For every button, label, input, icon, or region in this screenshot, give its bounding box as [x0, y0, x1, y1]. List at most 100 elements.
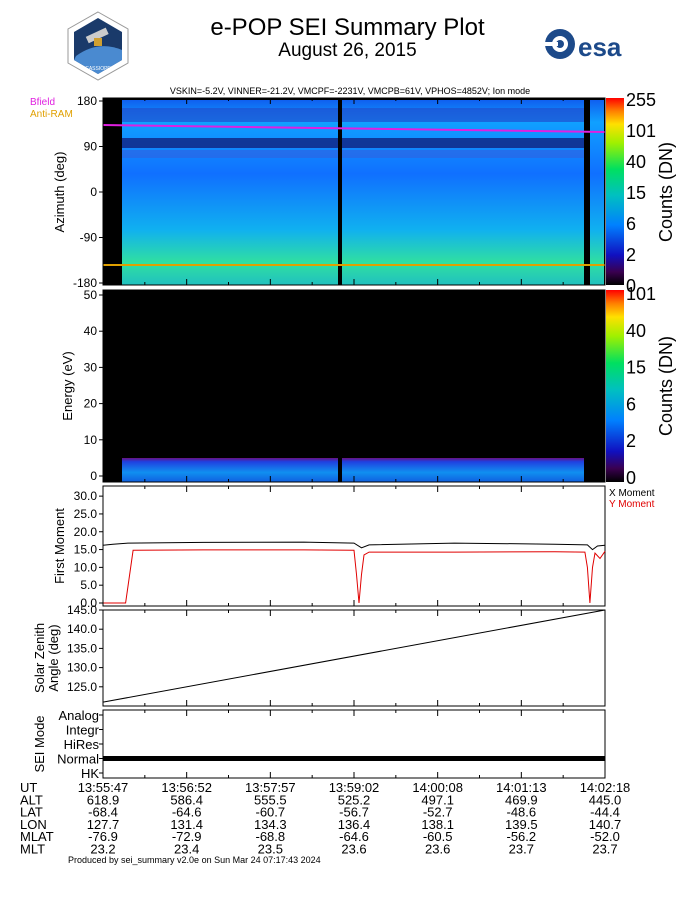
- ephemeris-value: 14:02:18: [580, 780, 631, 795]
- azimuth-colorbar: [606, 98, 624, 285]
- azimuth-axis-label: Azimuth (deg): [52, 152, 67, 233]
- ephemeris-value: 14:01:13: [496, 780, 547, 795]
- solar-zenith-tick-label: 125.0: [67, 680, 97, 694]
- energy-colorbar-tick: 101: [626, 284, 656, 304]
- azimuth-colorbar-tick: 101: [626, 121, 656, 141]
- ephemeris-value: 23.7: [509, 842, 534, 857]
- sei-mode-tick-label: HiRes: [64, 737, 100, 752]
- svg-text:CASSIOPE: CASSIOPE: [85, 66, 111, 72]
- first-moment-tick-label: 5.0: [80, 578, 97, 592]
- ephemeris-value: 140.7: [589, 817, 622, 832]
- energy-tick-label: 10: [84, 433, 98, 447]
- ephemeris-value: -68.4: [88, 805, 118, 820]
- ephemeris-value: 497.1: [421, 792, 454, 807]
- ephemeris-value: -56.7: [339, 805, 369, 820]
- ephemeris-value: -72.9: [172, 829, 202, 844]
- ephemeris-value: 23.2: [90, 842, 115, 857]
- azimuth-colorbar-tick: 15: [626, 183, 646, 203]
- energy-tick-label: 40: [84, 324, 98, 338]
- ephemeris-value: 586.4: [170, 792, 203, 807]
- energy-colorbar-tick: 40: [626, 321, 646, 341]
- ephemeris-value: 445.0: [589, 792, 622, 807]
- ephemeris-value: 13:56:52: [161, 780, 212, 795]
- ephemeris-value: -44.4: [590, 805, 620, 820]
- ephemeris-label: ALT: [20, 792, 43, 807]
- ephemeris-label: LON: [20, 817, 47, 832]
- footer-credit: Produced by sei_summary v2.0e on Sun Mar…: [68, 855, 321, 865]
- energy-tick-label: 0: [90, 469, 97, 483]
- first-moment-tick-label: 20.0: [74, 525, 98, 539]
- ephemeris-value: 555.5: [254, 792, 287, 807]
- ephemeris-value: 131.4: [170, 817, 203, 832]
- ephemeris-value: 469.9: [505, 792, 538, 807]
- sei-mode-tick-label: HK: [81, 766, 99, 781]
- energy-heatmap: [122, 458, 584, 482]
- ephemeris-value: -52.0: [590, 829, 620, 844]
- first-moment-tick-label: 0.0: [80, 596, 97, 610]
- ephemeris-label: MLAT: [20, 829, 54, 844]
- azimuth-colorbar-tick: 6: [626, 214, 636, 234]
- solar-zenith-tick-label: 130.0: [67, 661, 97, 675]
- azimuth-tick-label: -180: [73, 276, 97, 290]
- ephemeris-value: 13:55:47: [78, 780, 129, 795]
- bfield-line: [102, 124, 606, 133]
- azimuth-tick-label: 180: [77, 94, 97, 108]
- sei-mode-axis-label: SEI Mode: [32, 715, 47, 772]
- solar-zenith-axis-label: Angle (deg): [46, 624, 61, 691]
- ephemeris-value: -64.6: [172, 805, 202, 820]
- ephemeris-value: -76.9: [88, 829, 118, 844]
- azimuth-tick-label: 90: [84, 140, 98, 154]
- solar-zenith-axis-label: Solar Zenith: [32, 623, 47, 693]
- first-moment-axis-label: First Moment: [52, 508, 67, 584]
- sei-mode-tick-label: Integr: [66, 723, 100, 738]
- azimuth-tick-label: -90: [80, 231, 98, 245]
- ephemeris-value: 127.7: [87, 817, 120, 832]
- page-title: e-POP SEI Summary Plot: [210, 14, 485, 41]
- sei-mode-tick-label: Analog: [59, 708, 99, 723]
- legend-bfield: Bfield: [30, 97, 56, 108]
- x-moment-line: [102, 541, 606, 551]
- instrument-params: VSKIN=-5.2V, VINNER=-21.2V, VMCPF=-2231V…: [169, 86, 531, 96]
- azimuth-colorbar-tick: 2: [626, 245, 636, 265]
- sei-mode-tick-label: Normal: [57, 752, 99, 767]
- page-date: August 26, 2015: [278, 40, 417, 61]
- azimuth-colorbar-label: Counts (DN): [656, 142, 676, 242]
- solar-zenith-tick-label: 140.0: [67, 622, 97, 636]
- ephemeris-label: UT: [20, 780, 37, 795]
- energy-axis-label: Energy (eV): [60, 351, 75, 420]
- mission-logo: CASSIOPE: [62, 10, 134, 82]
- energy-panel: [102, 289, 624, 483]
- y-moment-line: [103, 549, 606, 604]
- azimuth-colorbar-tick: 0: [626, 276, 636, 296]
- solar-zenith-line: [102, 609, 606, 703]
- ephemeris-label: LAT: [20, 805, 43, 820]
- ephemeris-value: 139.5: [505, 817, 538, 832]
- sei-mode-panel: [102, 709, 606, 779]
- esa-logo-text: esa: [578, 32, 622, 62]
- energy-tick-label: 20: [84, 397, 98, 411]
- energy-colorbar-tick: 15: [626, 358, 646, 378]
- solar-zenith-tick-label: 145.0: [67, 603, 97, 617]
- ephemeris-value: 23.7: [592, 842, 617, 857]
- ephemeris-value: 23.4: [174, 842, 199, 857]
- first-moment-tick-label: 10.0: [74, 560, 98, 574]
- first-moment-tick-label: 25.0: [74, 507, 98, 521]
- ephemeris-value: -48.6: [507, 805, 537, 820]
- ephemeris-value: 13:59:02: [329, 780, 380, 795]
- legend-antiram: Anti-RAM: [30, 109, 73, 120]
- first-moment-tick-label: 15.0: [74, 543, 98, 557]
- y-moment-legend: Y Moment: [609, 499, 655, 510]
- energy-colorbar-label: Counts (DN): [656, 336, 676, 436]
- ephemeris-value: 23.6: [425, 842, 450, 857]
- azimuth-colorbar-tick: 255: [626, 90, 656, 110]
- ephemeris-value: 14:00:08: [412, 780, 463, 795]
- x-moment-legend: X Moment: [609, 488, 655, 499]
- ephemeris-value: 136.4: [338, 817, 371, 832]
- ephemeris-value: 23.5: [258, 842, 283, 857]
- ephemeris-value: 525.2: [338, 792, 371, 807]
- ephemeris-value: 23.6: [341, 842, 366, 857]
- first-moment-tick-label: 30.0: [74, 489, 98, 503]
- solar-zenith-tick-label: 135.0: [67, 641, 97, 655]
